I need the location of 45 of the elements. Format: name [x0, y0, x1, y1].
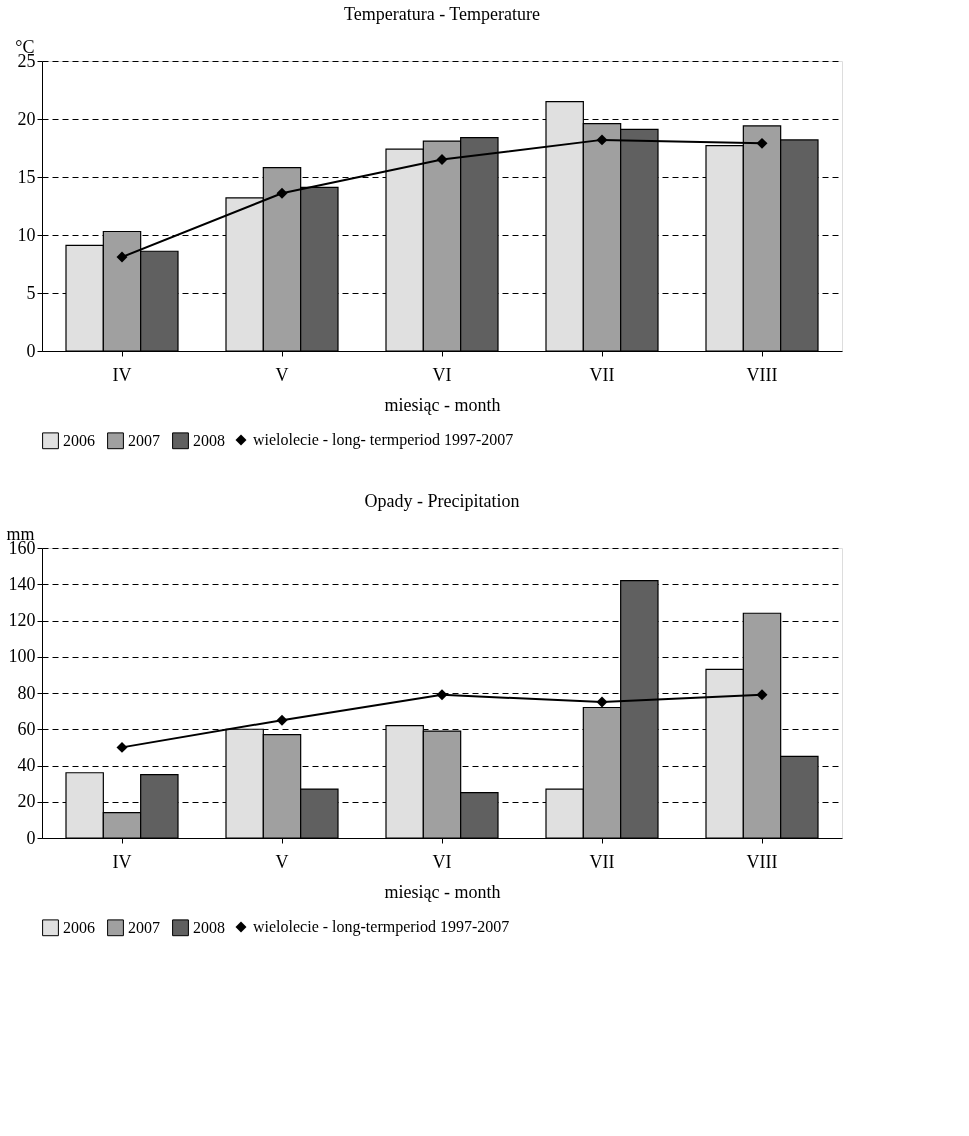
point	[596, 134, 608, 146]
chart-title: Temperatura - Temperature	[343, 4, 541, 24]
x-tick-label: VIII	[746, 364, 778, 385]
x-tick-label: VII	[589, 851, 615, 872]
y-tick-label: 60	[17, 718, 36, 739]
y-tick-label: 20	[17, 108, 36, 129]
y-tick-label: 140	[8, 573, 36, 594]
x-tick-label: IV	[112, 851, 132, 872]
point	[116, 251, 128, 263]
y-tick-label: 100	[8, 646, 36, 667]
legend-label: 2007	[128, 431, 160, 449]
y-tick-label: 0	[26, 827, 36, 848]
y-tick-label: 40	[17, 755, 36, 775]
x-tick-label: VII	[589, 364, 615, 385]
legend-label: 2008	[193, 431, 225, 449]
x-tick-label: VI	[432, 851, 452, 872]
x-tick-label: VIII	[746, 851, 778, 872]
point	[756, 137, 768, 149]
point	[436, 154, 448, 166]
point	[276, 187, 288, 199]
legend-label: wielolecie - long-termperiod 1997-2007	[253, 918, 510, 936]
chart-title: Opady - Precipitation	[364, 491, 520, 511]
point	[756, 689, 768, 701]
x-tick-label: V	[275, 364, 289, 385]
point	[276, 714, 288, 726]
legend-label: 2006	[63, 918, 95, 936]
y-tick-label: 15	[17, 166, 36, 187]
y-tick-label: 20	[17, 791, 36, 812]
y-tick-label: 80	[17, 682, 36, 703]
x-tick-label: V	[275, 851, 289, 872]
x-axis-title: miesiąc - month	[384, 881, 501, 902]
y-tick-label: 0	[26, 340, 36, 361]
y-tick-label: 120	[8, 610, 36, 630]
legend-label: 2008	[193, 918, 225, 936]
point	[596, 696, 608, 708]
x-tick-label: IV	[112, 364, 132, 385]
point	[116, 741, 128, 753]
legend-label: wielolecie - long- termperiod 1997-2007	[253, 431, 514, 449]
legend-label: 2007	[128, 918, 160, 936]
y-tick-label: 5	[26, 282, 36, 303]
point	[436, 689, 448, 701]
x-axis-title: miesiąc - month	[384, 394, 501, 415]
x-tick-label: VI	[432, 364, 452, 385]
legend-label: 2006	[63, 431, 95, 449]
y-tick-label: 10	[17, 224, 36, 245]
